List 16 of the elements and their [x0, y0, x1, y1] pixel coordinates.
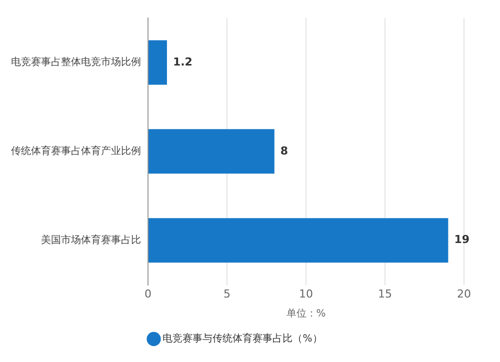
y-tick-label: 传统体育赛事占体育产业比例 — [11, 144, 141, 157]
data-label: 1.2 — [172, 55, 192, 68]
x-axis-title: 单位：% — [286, 308, 326, 320]
x-tick-label: 5 — [224, 287, 230, 300]
x-tick-label: 15 — [378, 287, 392, 300]
x-tick-label: 10 — [299, 287, 313, 300]
data-label: 19 — [454, 233, 470, 246]
data-label: 8 — [280, 144, 288, 158]
x-tick-label: 0 — [144, 287, 152, 300]
x-tick-label: 20 — [457, 287, 471, 300]
bar — [148, 129, 274, 174]
bar — [148, 40, 167, 85]
legend-label: 电竞赛事与传统体育赛事占比（%） — [162, 332, 322, 345]
bar — [148, 218, 448, 263]
y-tick-label: 电竞赛事占整体电竞市场比例 — [11, 56, 141, 68]
y-tick-label: 美国市场体育赛事占比 — [41, 234, 141, 246]
